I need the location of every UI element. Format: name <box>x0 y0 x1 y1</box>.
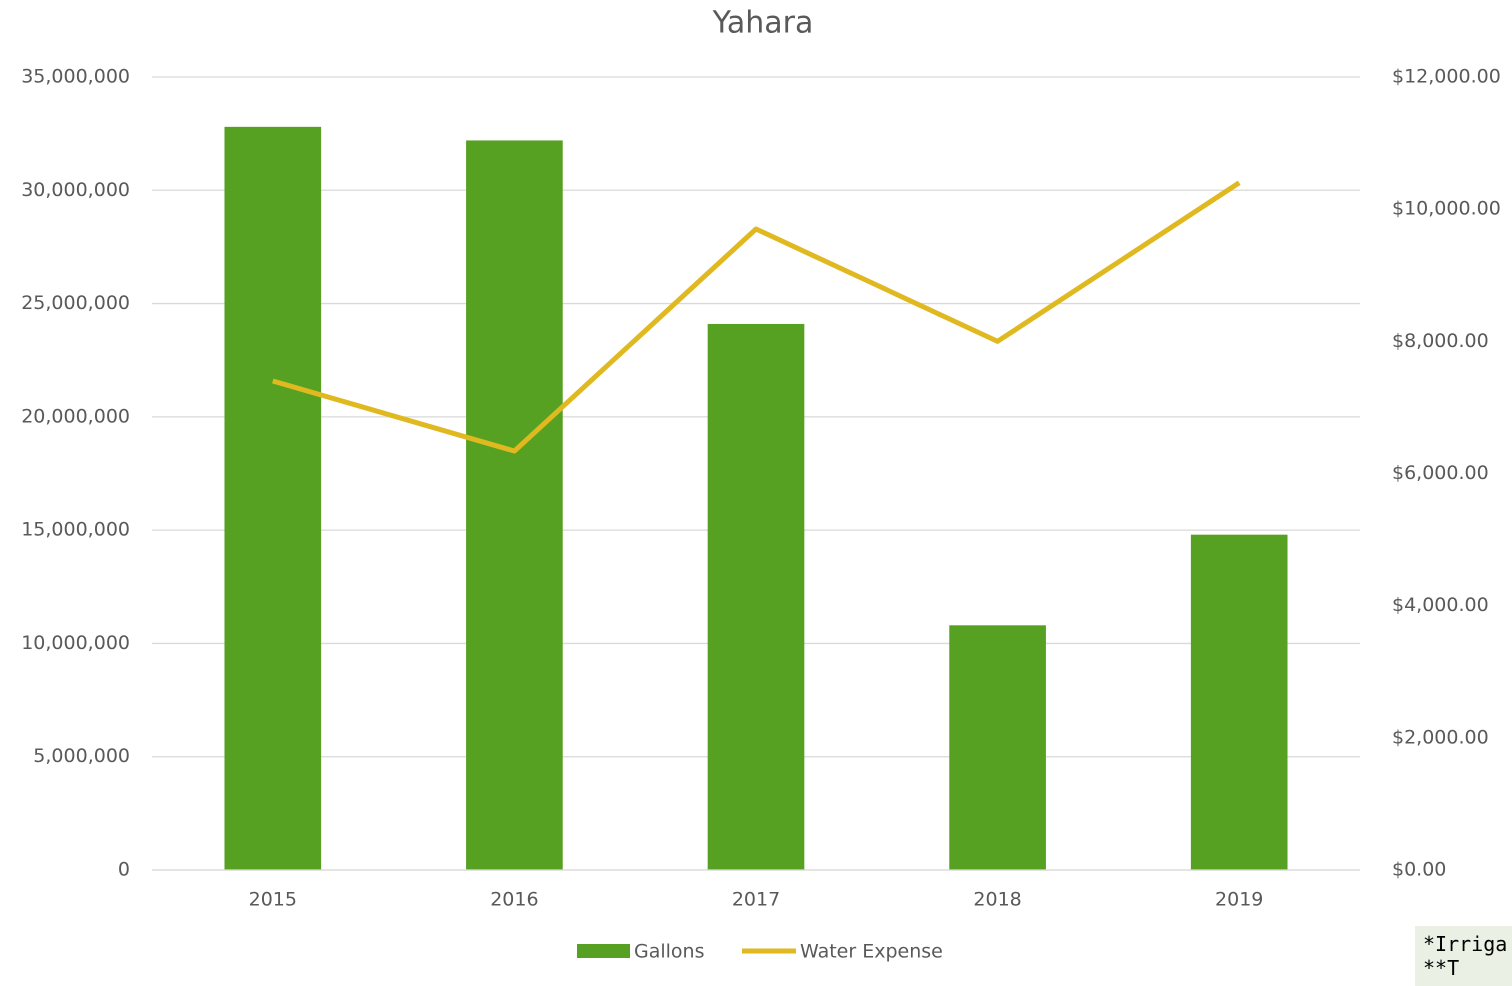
bar <box>466 140 563 870</box>
y2-tick-label: $4,000.00 <box>1392 594 1489 616</box>
y2-tick-label: $12,000.00 <box>1392 66 1501 88</box>
bar <box>707 323 805 870</box>
y-tick-label: 25,000,000 <box>21 292 130 314</box>
y-tick-label: 20,000,000 <box>21 405 130 427</box>
y2-tick-label: $10,000.00 <box>1392 198 1501 220</box>
line <box>272 180 1241 454</box>
x-tick-label: 2016 <box>490 889 538 911</box>
page: Yahara 0 5,000,000 10,000,000 15,000,000 20,… <box>21 5 1512 986</box>
legend-label: Gallons <box>634 941 705 963</box>
chart-title: Yahara <box>712 6 814 41</box>
y2-tick-label: $6,000.00 <box>1392 462 1489 484</box>
y2-tick-label: $0.00 <box>1392 859 1446 881</box>
bar <box>1190 534 1288 870</box>
chart: Yahara 0 5,000,000 10,000,000 15,000,000 20,… <box>21 6 1501 963</box>
x-tick-label: 2019 <box>1215 889 1263 911</box>
x-tick-label: 2018 <box>973 889 1021 911</box>
annotation-box: *Irriga **T <box>1415 926 1512 986</box>
annotation: *Irriga <box>1423 932 1508 956</box>
x-tick-label: 2015 <box>249 889 297 911</box>
annotation: **T <box>1423 956 1460 980</box>
x-tick-label: 2017 <box>732 889 780 911</box>
y-tick-label: 10,000,000 <box>21 632 130 654</box>
y-tick-label: 5,000,000 <box>33 745 130 767</box>
bar <box>224 126 322 871</box>
y-tick-label: 35,000,000 <box>21 66 130 88</box>
y2-tick-label: $8,000.00 <box>1392 330 1489 352</box>
y2-tick-label: $2,000.00 <box>1392 726 1489 748</box>
y-tick-label: 30,000,000 <box>21 179 130 201</box>
y-tick-label: 0 <box>118 859 130 881</box>
legend-swatch <box>577 944 630 958</box>
y-tick-label: 15,000,000 <box>21 519 130 541</box>
bar <box>949 625 1046 870</box>
legend-label: Water Expense <box>800 941 943 963</box>
